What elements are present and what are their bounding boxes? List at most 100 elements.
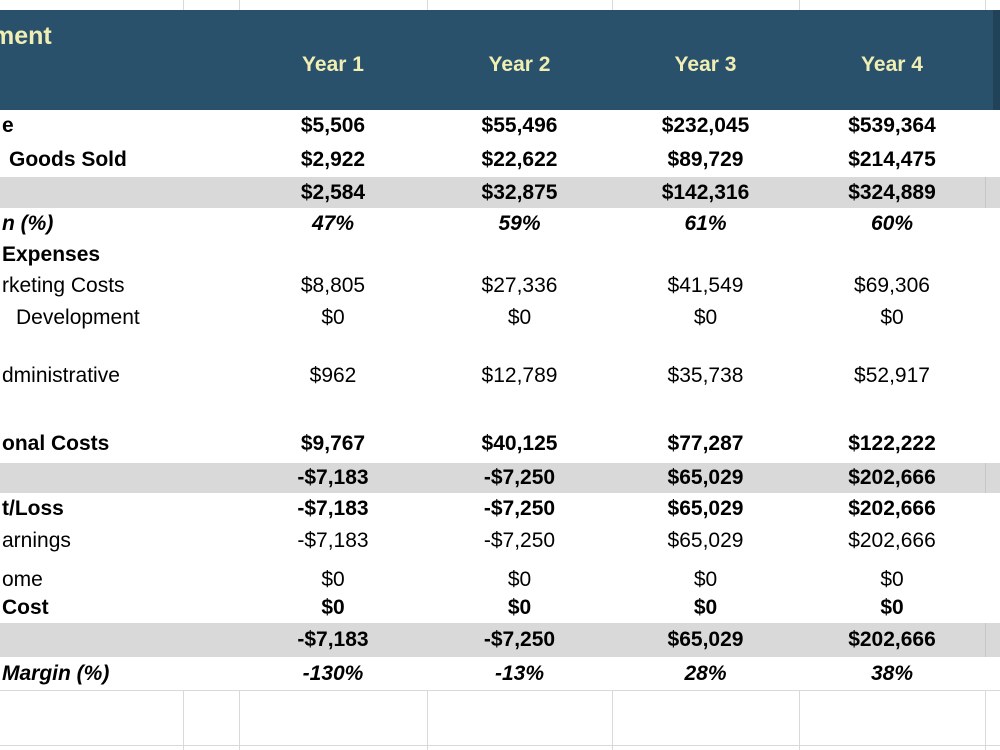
cell-year-2[interactable] bbox=[427, 240, 612, 270]
cell-year-1[interactable]: $5,506 bbox=[300, 114, 366, 137]
row-label-cell[interactable] bbox=[0, 463, 183, 493]
empty-spacer-cell[interactable] bbox=[183, 110, 239, 142]
empty-spacer-cell[interactable] bbox=[183, 177, 239, 208]
row-label-cell[interactable]: n (%) bbox=[2, 212, 54, 235]
cell-year-1[interactable]: $2,584 bbox=[300, 180, 366, 204]
empty-spacer-cell[interactable] bbox=[183, 424, 239, 463]
cell-year-2[interactable]: $32,875 bbox=[481, 180, 558, 204]
right-edge-cell[interactable] bbox=[985, 525, 1000, 557]
cell-year-1[interactable]: $0 bbox=[321, 596, 345, 619]
right-edge-cell[interactable] bbox=[985, 463, 1000, 493]
cell-year-4[interactable]: $0 bbox=[880, 568, 904, 591]
cell-year-1[interactable]: -$7,183 bbox=[297, 529, 369, 552]
cell-year-4[interactable]: 60% bbox=[870, 212, 914, 235]
right-edge-cell[interactable] bbox=[985, 110, 1000, 142]
cell-year-1[interactable]: $8,805 bbox=[300, 274, 366, 297]
cell-year-4[interactable]: $0 bbox=[880, 306, 904, 329]
cell-year-4[interactable]: $214,475 bbox=[848, 147, 936, 171]
cell-year-4[interactable]: $52,917 bbox=[854, 364, 930, 387]
cell-year-1[interactable]: -$7,183 bbox=[297, 466, 369, 489]
cell-year-4[interactable]: $69,306 bbox=[854, 274, 930, 297]
right-edge-cell[interactable] bbox=[985, 424, 1000, 463]
row-label-cell[interactable]: e bbox=[2, 114, 14, 137]
cell-year-1[interactable]: $0 bbox=[321, 568, 345, 591]
row-label-cell[interactable] bbox=[0, 177, 183, 208]
cell-year-2[interactable]: $40,125 bbox=[481, 431, 558, 455]
cell-year-4[interactable]: $324,889 bbox=[848, 180, 936, 204]
right-edge-cell[interactable] bbox=[985, 623, 1000, 657]
empty-spacer-cell[interactable] bbox=[183, 302, 239, 334]
right-edge-cell[interactable] bbox=[985, 593, 1000, 623]
column-header-year-2[interactable]: Year 2 bbox=[488, 53, 551, 76]
cell-year-1[interactable] bbox=[239, 557, 427, 567]
cell-year-1[interactable]: -130% bbox=[302, 661, 364, 685]
sheet-title[interactable]: ment bbox=[0, 22, 52, 50]
empty-spacer-cell[interactable] bbox=[183, 240, 239, 270]
empty-spacer-cell[interactable] bbox=[183, 142, 239, 177]
cell-year-3[interactable]: $0 bbox=[693, 306, 718, 329]
cell-year-1[interactable]: $962 bbox=[309, 364, 357, 387]
empty-spacer-cell[interactable] bbox=[183, 557, 239, 567]
cell-year-4[interactable] bbox=[799, 334, 985, 360]
cell-year-2[interactable] bbox=[427, 334, 612, 360]
cell-year-2[interactable] bbox=[427, 392, 612, 424]
cell-year-4[interactable]: $202,666 bbox=[848, 466, 936, 489]
cell-year-2[interactable]: $0 bbox=[507, 568, 532, 591]
cell-year-4[interactable]: $539,364 bbox=[848, 114, 936, 137]
cell-year-2[interactable]: $55,496 bbox=[481, 114, 558, 137]
empty-spacer-cell[interactable] bbox=[183, 270, 239, 302]
cell-year-1[interactable] bbox=[239, 392, 427, 424]
row-label-cell[interactable]: Expenses bbox=[2, 243, 101, 266]
cell-year-3[interactable] bbox=[612, 240, 799, 270]
empty-spacer-cell[interactable] bbox=[183, 392, 239, 424]
row-label-cell[interactable]: dministrative bbox=[2, 364, 120, 387]
row-label-cell[interactable]: t/Loss bbox=[2, 497, 64, 520]
row-label-cell[interactable]: Goods Sold bbox=[9, 147, 127, 171]
right-edge-cell[interactable] bbox=[985, 392, 1000, 424]
cell-year-2[interactable]: -$7,250 bbox=[483, 529, 556, 552]
cell-year-2[interactable]: -13% bbox=[494, 661, 545, 685]
empty-spacer-cell[interactable] bbox=[183, 360, 239, 392]
cell-year-2[interactable]: $0 bbox=[507, 306, 532, 329]
right-edge-cell[interactable] bbox=[985, 302, 1000, 334]
cell-year-4[interactable] bbox=[799, 240, 985, 270]
cell-year-3[interactable]: $77,287 bbox=[667, 431, 744, 455]
right-edge-cell[interactable] bbox=[985, 360, 1000, 392]
cell-year-3[interactable]: $65,029 bbox=[667, 466, 744, 489]
cell-year-1[interactable]: $0 bbox=[321, 306, 345, 329]
row-label-cell[interactable]: Cost bbox=[2, 596, 49, 619]
cell-year-3[interactable]: $0 bbox=[693, 568, 718, 591]
cell-year-2[interactable]: -$7,250 bbox=[483, 466, 556, 489]
cell-year-1[interactable] bbox=[239, 334, 427, 360]
empty-spacer-cell[interactable] bbox=[183, 208, 239, 240]
cell-year-1[interactable]: -$7,183 bbox=[297, 628, 369, 651]
cell-year-2[interactable]: $0 bbox=[507, 596, 532, 619]
cell-year-2[interactable]: 59% bbox=[498, 212, 541, 235]
empty-spacer-cell[interactable] bbox=[183, 567, 239, 593]
right-edge-cell[interactable] bbox=[985, 177, 1000, 208]
cell-year-3[interactable]: $41,549 bbox=[667, 274, 744, 297]
right-edge-cell[interactable] bbox=[985, 240, 1000, 270]
cell-year-4[interactable]: 38% bbox=[870, 661, 914, 685]
cell-year-3[interactable]: $35,738 bbox=[667, 364, 744, 387]
right-edge-cell[interactable] bbox=[985, 657, 1000, 690]
cell-year-4[interactable]: $0 bbox=[880, 596, 904, 619]
cell-year-4[interactable]: $122,222 bbox=[848, 431, 936, 455]
empty-spacer-cell[interactable] bbox=[183, 623, 239, 657]
row-label-cell[interactable] bbox=[0, 392, 183, 424]
cell-year-3[interactable]: 28% bbox=[684, 661, 727, 685]
right-edge-cell[interactable] bbox=[985, 142, 1000, 177]
empty-spacer-cell[interactable] bbox=[183, 657, 239, 690]
cell-year-3[interactable]: $65,029 bbox=[667, 628, 744, 651]
empty-spacer-cell[interactable] bbox=[183, 463, 239, 493]
empty-spacer-cell[interactable] bbox=[183, 334, 239, 360]
empty-spacer-cell[interactable] bbox=[183, 525, 239, 557]
right-edge-cell[interactable] bbox=[985, 567, 1000, 593]
cell-year-4[interactable]: $202,666 bbox=[848, 628, 936, 651]
cell-year-1[interactable]: -$7,183 bbox=[297, 497, 369, 520]
right-edge-cell[interactable] bbox=[985, 270, 1000, 302]
cell-year-1[interactable]: $2,922 bbox=[300, 147, 366, 171]
row-label-cell[interactable]: rketing Costs bbox=[2, 274, 125, 297]
cell-year-4[interactable]: $202,666 bbox=[848, 497, 936, 520]
right-edge-cell[interactable] bbox=[985, 334, 1000, 360]
